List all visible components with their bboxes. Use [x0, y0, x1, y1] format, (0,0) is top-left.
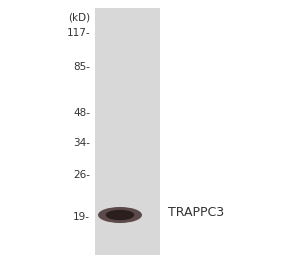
Text: (kD): (kD): [68, 12, 90, 22]
Text: 117-: 117-: [67, 28, 90, 38]
Text: 26-: 26-: [73, 170, 90, 180]
Text: 34-: 34-: [73, 138, 90, 148]
Text: 19-: 19-: [73, 212, 90, 222]
Text: TRAPPC3: TRAPPC3: [168, 206, 224, 219]
Ellipse shape: [98, 207, 142, 223]
Text: 85-: 85-: [73, 62, 90, 72]
Text: 48-: 48-: [73, 108, 90, 118]
Ellipse shape: [106, 210, 134, 220]
Bar: [95, 8, 160, 255]
